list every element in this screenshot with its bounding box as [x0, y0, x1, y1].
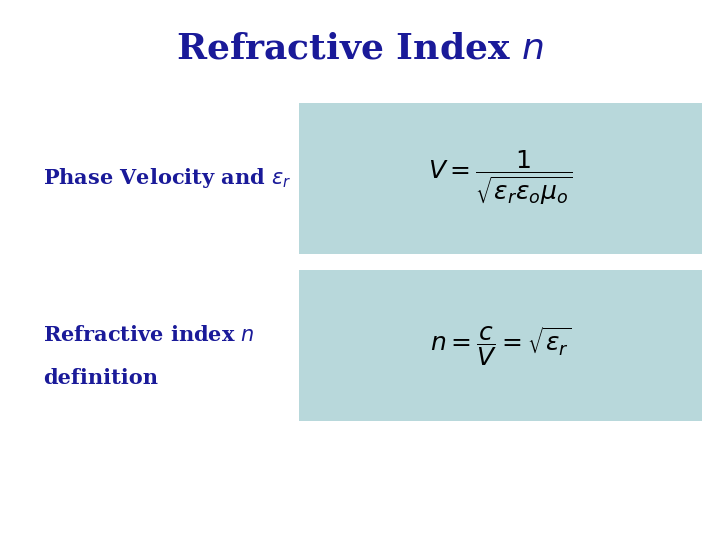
FancyBboxPatch shape [299, 270, 702, 421]
Text: definition: definition [43, 368, 158, 388]
Text: Refractive index $\mathit{n}$: Refractive index $\mathit{n}$ [43, 325, 255, 345]
Text: Refractive Index $\mathit{n}$: Refractive Index $\mathit{n}$ [176, 32, 544, 65]
Text: Phase Velocity and $\boldsymbol{\varepsilon_r}$: Phase Velocity and $\boldsymbol{\varepsi… [43, 166, 292, 190]
Text: $n = \dfrac{c}{V} = \sqrt{\varepsilon_r}$: $n = \dfrac{c}{V} = \sqrt{\varepsilon_r}… [430, 323, 571, 368]
FancyBboxPatch shape [299, 103, 702, 254]
Text: $V = \dfrac{1}{\sqrt{\varepsilon_r \varepsilon_o \mu_o}}$: $V = \dfrac{1}{\sqrt{\varepsilon_r \vare… [428, 149, 573, 207]
